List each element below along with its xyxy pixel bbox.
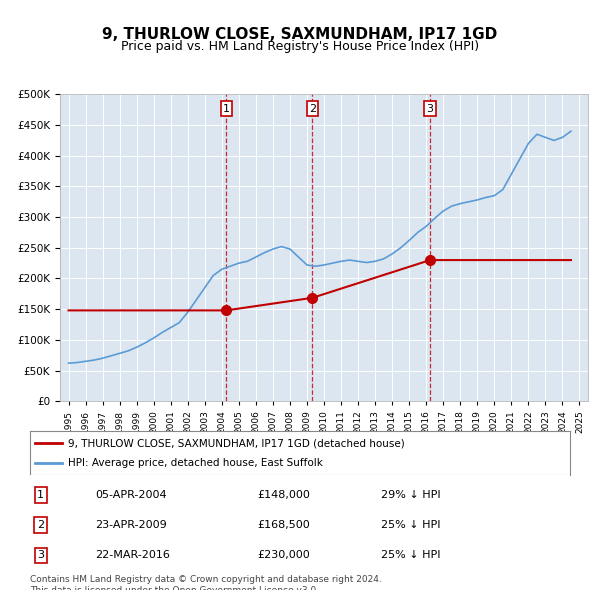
Text: 3: 3: [427, 104, 434, 114]
Text: HPI: Average price, detached house, East Suffolk: HPI: Average price, detached house, East…: [68, 458, 323, 467]
Text: £168,500: £168,500: [257, 520, 310, 530]
Text: 29% ↓ HPI: 29% ↓ HPI: [381, 490, 440, 500]
Text: 23-APR-2009: 23-APR-2009: [95, 520, 167, 530]
Text: 25% ↓ HPI: 25% ↓ HPI: [381, 550, 440, 560]
Text: Price paid vs. HM Land Registry's House Price Index (HPI): Price paid vs. HM Land Registry's House …: [121, 40, 479, 53]
Text: 2: 2: [37, 520, 44, 530]
Text: 1: 1: [223, 104, 230, 114]
Text: 2: 2: [309, 104, 316, 114]
Text: 9, THURLOW CLOSE, SAXMUNDHAM, IP17 1GD (detached house): 9, THURLOW CLOSE, SAXMUNDHAM, IP17 1GD (…: [68, 438, 404, 448]
Text: 05-APR-2004: 05-APR-2004: [95, 490, 166, 500]
Text: 9, THURLOW CLOSE, SAXMUNDHAM, IP17 1GD: 9, THURLOW CLOSE, SAXMUNDHAM, IP17 1GD: [103, 27, 497, 41]
Text: £148,000: £148,000: [257, 490, 310, 500]
Text: 22-MAR-2016: 22-MAR-2016: [95, 550, 170, 560]
Text: 1: 1: [37, 490, 44, 500]
Text: 25% ↓ HPI: 25% ↓ HPI: [381, 520, 440, 530]
Text: Contains HM Land Registry data © Crown copyright and database right 2024.
This d: Contains HM Land Registry data © Crown c…: [30, 575, 382, 590]
Text: 3: 3: [37, 550, 44, 560]
Text: £230,000: £230,000: [257, 550, 310, 560]
